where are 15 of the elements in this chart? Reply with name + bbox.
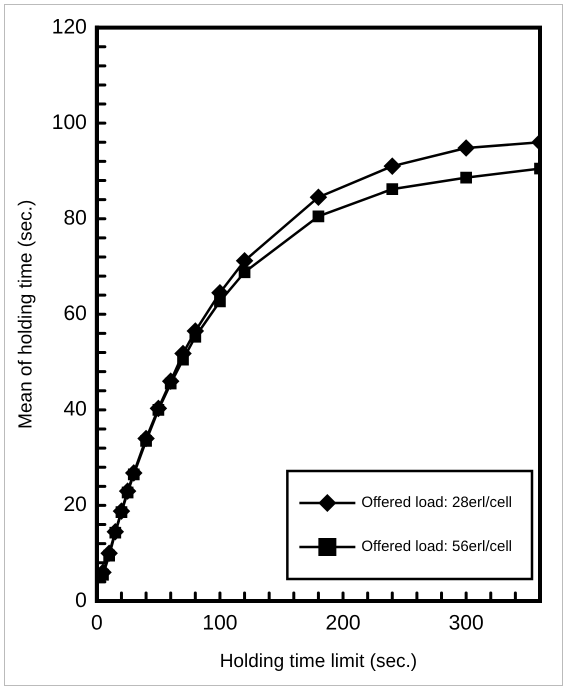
x-tick-label: 100 — [202, 611, 238, 634]
x-tick-label: 0 — [90, 611, 103, 634]
y-tick-label: 40 — [63, 398, 87, 421]
y-tick-label: 100 — [52, 110, 87, 134]
y-tick-label: 120 — [52, 15, 87, 38]
legend-label: Offered load: 28erl/cell — [361, 494, 512, 512]
x-axis-title: Holding time limit (sec.) — [220, 650, 418, 672]
y-tick-label: 0 — [75, 588, 87, 612]
x-tick-label: 200 — [326, 611, 361, 634]
y-tick-label: 60 — [63, 302, 87, 326]
y-tick-label: 80 — [63, 206, 87, 230]
y-axis-title: Mean of holding time (sec.) — [16, 200, 37, 429]
y-tick-label: 20 — [63, 493, 87, 516]
x-tick-label: 300 — [448, 611, 484, 634]
legend-label: Offered load: 56erl/cell — [361, 538, 512, 556]
